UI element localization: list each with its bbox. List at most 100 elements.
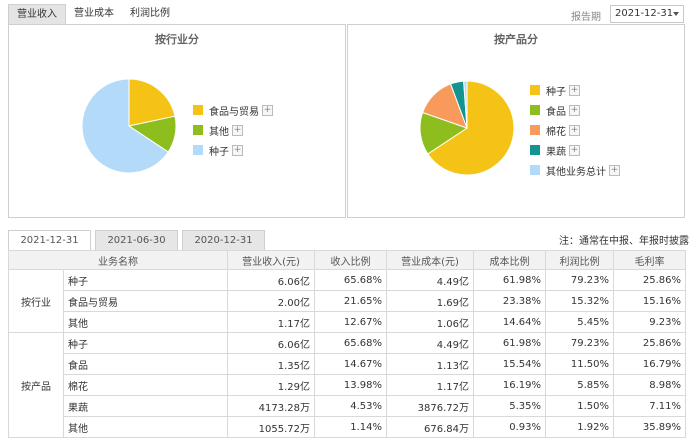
- legend-item[interactable]: 其他 +: [193, 120, 273, 140]
- legend-swatch: [530, 85, 540, 95]
- legend-item[interactable]: 种子 +: [193, 140, 273, 160]
- col-header-cost: 营业成本(元): [386, 250, 474, 270]
- table-row: 果蔬 4173.28万 4.53% 3876.72万 5.35% 1.50% 7.11%: [9, 395, 686, 417]
- date-tab-2021-12-31[interactable]: 2021-12-31: [8, 230, 91, 250]
- cell-cost: 4.49亿: [386, 269, 474, 291]
- plus-icon[interactable]: +: [569, 84, 580, 96]
- legend-swatch: [193, 105, 203, 115]
- top-tab-bar: 营业收入 营业成本 利润比例: [8, 4, 178, 24]
- industry-chart-title: 按行业分: [155, 33, 199, 46]
- period-select[interactable]: 2021-12-31: [610, 5, 684, 23]
- cell-revenue-ratio: 65.68%: [314, 332, 387, 354]
- cell-profit-ratio: 79.23%: [545, 332, 614, 354]
- cell-cost-ratio: 0.93%: [473, 416, 546, 438]
- col-header-gross-margin: 毛利率: [613, 250, 686, 270]
- cell-cost: 1.69亿: [386, 290, 474, 312]
- cell-revenue-ratio: 65.68%: [314, 269, 387, 291]
- cell-cost: 676.84万: [386, 416, 474, 438]
- chevron-down-icon: [673, 12, 679, 16]
- legend-item[interactable]: 食品 +: [530, 100, 620, 120]
- table-row: 食品 1.35亿 14.67% 1.13亿 15.54% 11.50% 16.79%: [9, 353, 686, 375]
- cell-business-name: 果蔬: [63, 395, 228, 417]
- industry-legend: 食品与贸易 + 其他 + 种子 +: [193, 100, 273, 160]
- plus-icon[interactable]: +: [569, 144, 580, 156]
- cell-revenue-ratio: 1.14%: [314, 416, 387, 438]
- legend-label: 其他: [209, 126, 229, 138]
- legend-swatch: [193, 145, 203, 155]
- plus-icon[interactable]: +: [569, 124, 580, 136]
- cell-revenue-ratio: 4.53%: [314, 395, 387, 417]
- pie-slice-0-2[interactable]: [81, 78, 169, 174]
- plus-icon[interactable]: +: [569, 104, 580, 116]
- cell-profit-ratio: 1.50%: [545, 395, 614, 417]
- legend-item[interactable]: 食品与贸易 +: [193, 100, 273, 120]
- cell-revenue: 1055.72万: [227, 416, 315, 438]
- cell-gross-margin: 8.98%: [613, 374, 686, 396]
- plus-icon[interactable]: +: [609, 164, 620, 176]
- col-header-name: 业务名称: [8, 250, 228, 270]
- cell-gross-margin: 15.16%: [613, 290, 686, 312]
- plus-icon[interactable]: +: [232, 124, 243, 136]
- legend-label: 棉花: [546, 126, 566, 138]
- legend-item[interactable]: 果蔬 +: [530, 140, 620, 160]
- group-label: 按产品: [8, 332, 64, 438]
- tab-revenue[interactable]: 营业收入: [8, 4, 66, 24]
- product-chart-panel: 按产品分 种子 + 食品 + 棉花 + 果蔬 + 其他业务总计 +: [347, 24, 685, 218]
- cell-business-name: 食品与贸易: [63, 290, 228, 312]
- legend-item[interactable]: 其他业务总计 +: [530, 160, 620, 180]
- col-header-profit-ratio: 利润比例: [545, 250, 614, 270]
- cell-cost-ratio: 5.35%: [473, 395, 546, 417]
- tab-profit-ratio[interactable]: 利润比例: [130, 8, 170, 19]
- cell-gross-margin: 9.23%: [613, 311, 686, 333]
- cell-cost-ratio: 61.98%: [473, 332, 546, 354]
- cell-cost: 4.49亿: [386, 332, 474, 354]
- cell-business-name: 种子: [63, 269, 228, 291]
- cell-revenue: 1.29亿: [227, 374, 315, 396]
- cell-business-name: 种子: [63, 332, 228, 354]
- cell-profit-ratio: 5.45%: [545, 311, 614, 333]
- disclosure-note: 注：通常在中报、年报时披露: [559, 236, 689, 247]
- cell-business-name: 其他: [63, 311, 228, 333]
- group-label: 按行业: [8, 269, 64, 333]
- plus-icon[interactable]: +: [232, 144, 243, 156]
- cell-revenue: 6.06亿: [227, 332, 315, 354]
- cell-cost: 3876.72万: [386, 395, 474, 417]
- pie-slice-1-0[interactable]: [427, 80, 515, 176]
- legend-item[interactable]: 种子 +: [530, 80, 620, 100]
- table-header-row: 业务名称 营业收入(元) 收入比例 营业成本(元) 成本比例 利润比例 毛利率: [8, 250, 686, 270]
- col-header-cost-ratio: 成本比例: [473, 250, 546, 270]
- cell-revenue-ratio: 13.98%: [314, 374, 387, 396]
- cell-gross-margin: 25.86%: [613, 332, 686, 354]
- cell-cost-ratio: 16.19%: [473, 374, 546, 396]
- cell-revenue-ratio: 21.65%: [314, 290, 387, 312]
- legend-label: 果蔬: [546, 146, 566, 158]
- cell-revenue-ratio: 14.67%: [314, 353, 387, 375]
- cell-profit-ratio: 79.23%: [545, 269, 614, 291]
- cell-cost: 1.17亿: [386, 374, 474, 396]
- cell-business-name: 其他: [63, 416, 228, 438]
- legend-item[interactable]: 棉花 +: [530, 120, 620, 140]
- plus-icon[interactable]: +: [262, 104, 273, 116]
- date-tab-2020-12-31[interactable]: 2020-12-31: [182, 230, 265, 250]
- cell-profit-ratio: 1.92%: [545, 416, 614, 438]
- cell-profit-ratio: 5.85%: [545, 374, 614, 396]
- col-header-revenue: 营业收入(元): [227, 250, 315, 270]
- cell-cost-ratio: 23.38%: [473, 290, 546, 312]
- legend-swatch: [530, 125, 540, 135]
- cell-gross-margin: 25.86%: [613, 269, 686, 291]
- pie-slice-1-4[interactable]: [463, 80, 468, 129]
- pie-slice-0-0[interactable]: [128, 78, 176, 127]
- table-row: 其他 1.17亿 12.67% 1.06亿 14.64% 5.45% 9.23%: [9, 311, 686, 333]
- legend-swatch: [193, 125, 203, 135]
- cell-cost-ratio: 61.98%: [473, 269, 546, 291]
- legend-label: 种子: [546, 86, 566, 98]
- legend-swatch: [530, 165, 540, 175]
- date-tab-2021-06-30[interactable]: 2021-06-30: [95, 230, 178, 250]
- cell-revenue-ratio: 12.67%: [314, 311, 387, 333]
- cell-revenue: 1.35亿: [227, 353, 315, 375]
- cell-gross-margin: 16.79%: [613, 353, 686, 375]
- tab-cost[interactable]: 营业成本: [74, 8, 114, 19]
- cell-business-name: 食品: [63, 353, 228, 375]
- table-row: 按行业 种子 6.06亿 65.68% 4.49亿 61.98% 79.23% 25.86%: [8, 269, 686, 333]
- cell-business-name: 棉花: [63, 374, 228, 396]
